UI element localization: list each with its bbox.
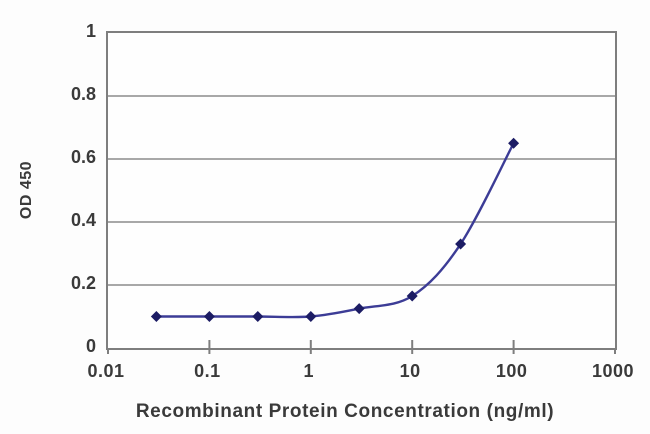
- y-tick-label: 0.8: [70, 84, 96, 104]
- plot-area: [106, 31, 617, 354]
- y-tick-label: 1: [85, 21, 96, 41]
- x-tick-label: 1: [303, 361, 315, 381]
- y-tick-label: 0.6: [70, 147, 96, 167]
- x-tick-label: 100: [495, 361, 528, 381]
- x-axis-title: Recombinant Protein Concentration (ng/ml…: [135, 401, 555, 422]
- y-tick-label: 0.2: [70, 273, 96, 293]
- x-tick-label: 10: [399, 361, 421, 381]
- x-tick-label: 0.01: [87, 361, 125, 381]
- x-tick-label: 0.1: [194, 361, 221, 381]
- y-tick-label: 0.4: [70, 210, 96, 230]
- y-tick-label: 0: [85, 336, 96, 356]
- data-series-svg: [107, 95, 616, 354]
- x-tick-label: 1000: [591, 361, 635, 381]
